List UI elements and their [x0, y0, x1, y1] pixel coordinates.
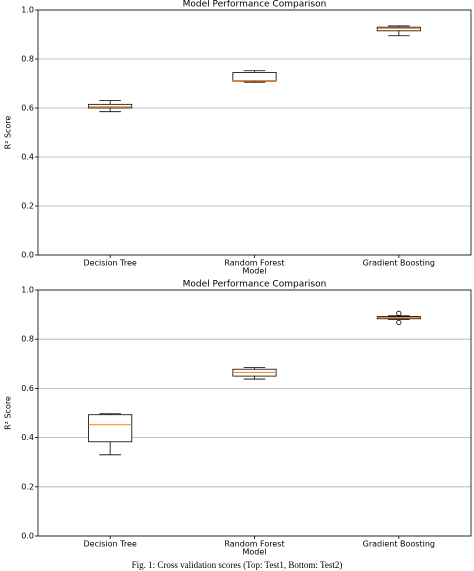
y-axis-label: R² Score — [4, 116, 13, 150]
y-tick-label: 1.0 — [21, 6, 34, 15]
y-tick-label: 0.4 — [21, 153, 34, 162]
caption: Fig. 1: Cross validation scores (Top: Te… — [132, 560, 343, 570]
y-axis-label: R² Score — [4, 396, 13, 430]
y-tick-label: 0.0 — [21, 532, 34, 541]
x-tick-label: Random Forest — [224, 259, 284, 268]
chart-title: Model Performance Comparison — [183, 0, 327, 10]
x-tick-label: Decision Tree — [84, 259, 137, 268]
y-tick-label: 0.6 — [21, 104, 34, 113]
y-tick-label: 0.2 — [21, 482, 34, 491]
y-tick-label: 0.2 — [21, 202, 34, 211]
box — [376, 26, 421, 32]
y-tick-label: 0.8 — [21, 335, 34, 344]
plot-frame — [37, 9, 472, 256]
chart-title: Model Performance Comparison — [183, 280, 327, 290]
outlier — [396, 319, 402, 326]
x-axis-label: Model — [242, 548, 266, 557]
x-axis-label: Model — [242, 267, 266, 276]
y-tick-label: 0.4 — [21, 433, 34, 442]
y-tick-label: 1.0 — [21, 286, 34, 295]
box — [88, 414, 133, 443]
outlier — [396, 310, 402, 316]
x-tick-label: Gradient Boosting — [363, 259, 435, 268]
y-tick-label: 0.6 — [21, 384, 34, 393]
x-tick-label: Decision Tree — [84, 540, 137, 549]
y-tick-label: 0.0 — [21, 251, 34, 260]
y-tick-label: 0.8 — [21, 55, 34, 64]
x-tick-label: Random Forest — [224, 540, 284, 549]
x-tick-label: Gradient Boosting — [363, 540, 435, 549]
plot-frame — [37, 289, 472, 537]
box — [232, 72, 277, 82]
box — [88, 103, 133, 109]
